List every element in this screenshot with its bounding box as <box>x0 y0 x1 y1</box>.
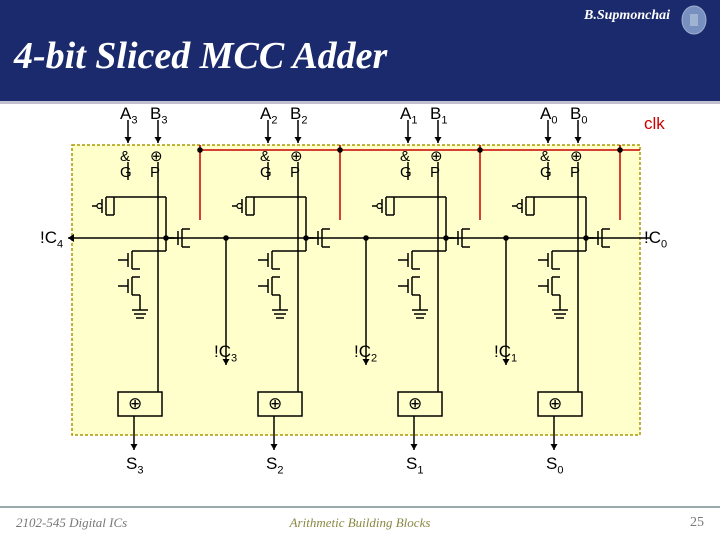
p-label: P <box>290 162 300 182</box>
xor-block-label: ⊕ <box>268 394 282 414</box>
g-label: G <box>540 162 552 182</box>
p-label: P <box>570 162 580 182</box>
input-b-label: B3 <box>150 104 167 126</box>
carry-mid-label: !C2 <box>354 342 377 364</box>
xor-block-label: ⊕ <box>408 394 422 414</box>
carry-mid-label: !C1 <box>494 342 517 364</box>
g-label: G <box>120 162 132 182</box>
input-b-label: B1 <box>430 104 447 126</box>
slide-title: 4-bit Sliced MCC Adder <box>14 34 720 78</box>
input-a-label: A0 <box>540 104 557 126</box>
input-b-label: B0 <box>570 104 587 126</box>
p-label: P <box>430 162 440 182</box>
diagram-area: A3B3&⊕GP⊕S3A2B2&⊕GP⊕S2A1B1&⊕GP⊕S1A0B0&⊕G… <box>62 110 662 490</box>
carry-in-label: !C0 <box>644 228 667 250</box>
slide-footer: 2102-545 Digital ICs Arithmetic Building… <box>0 506 720 534</box>
footer-center: Arithmetic Building Blocks <box>290 515 431 531</box>
g-label: G <box>400 162 412 182</box>
footer-left: 2102-545 Digital ICs <box>16 515 127 531</box>
slide-header: B.Supmonchai 4-bit Sliced MCC Adder <box>0 0 720 104</box>
xor-block-label: ⊕ <box>548 394 562 414</box>
input-a-label: A2 <box>260 104 277 126</box>
footer-right: 25 <box>690 515 704 531</box>
p-label: P <box>150 162 160 182</box>
carry-mid-label: !C3 <box>214 342 237 364</box>
author-name: B.Supmonchai <box>584 8 670 24</box>
input-a-label: A3 <box>120 104 137 126</box>
sum-label: S1 <box>406 454 423 476</box>
g-label: G <box>260 162 272 182</box>
input-b-label: B2 <box>290 104 307 126</box>
sum-label: S2 <box>266 454 283 476</box>
xor-block-label: ⊕ <box>128 394 142 414</box>
clk-label: clk <box>644 114 665 134</box>
sum-label: S0 <box>546 454 563 476</box>
input-a-label: A1 <box>400 104 417 126</box>
carry-out-label: !C4 <box>40 228 63 250</box>
sum-label: S3 <box>126 454 143 476</box>
logo-icon <box>680 4 708 36</box>
